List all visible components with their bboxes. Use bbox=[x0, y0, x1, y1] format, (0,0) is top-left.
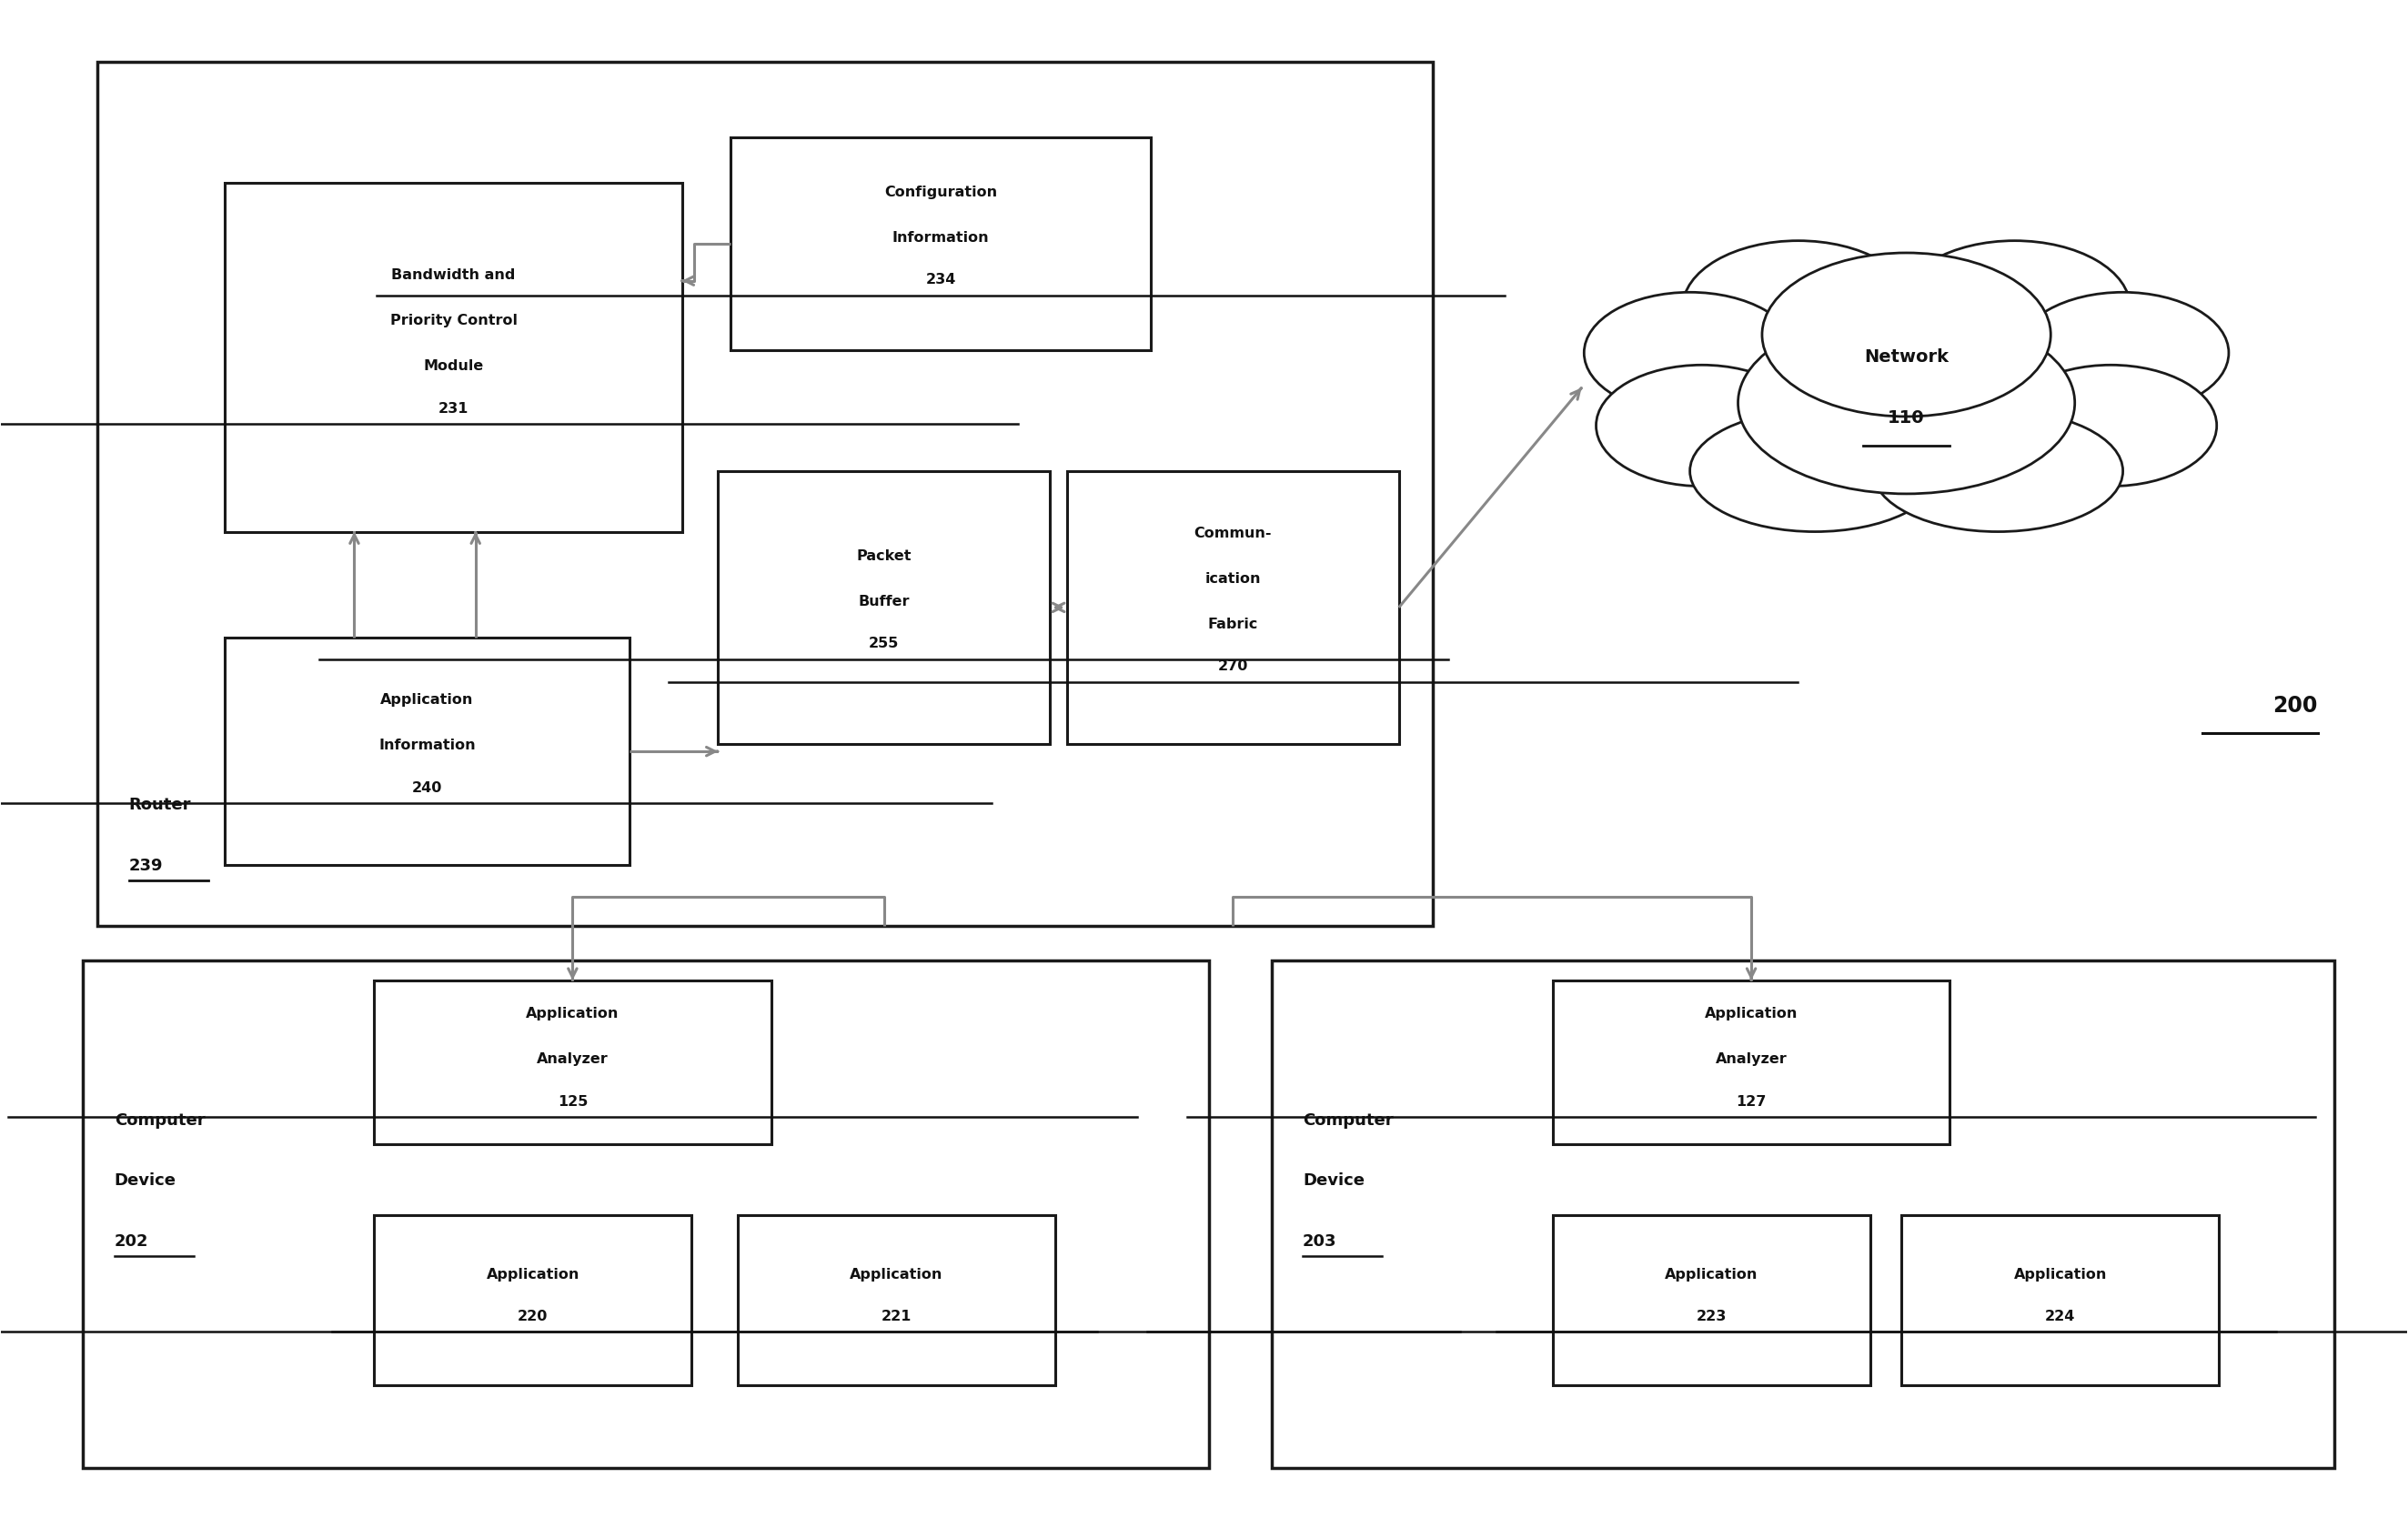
Text: Router: Router bbox=[128, 797, 190, 814]
Text: Computer: Computer bbox=[113, 1113, 205, 1128]
Text: Application: Application bbox=[486, 1268, 580, 1281]
Bar bbox=[718, 471, 1050, 744]
Text: Application: Application bbox=[1664, 1268, 1758, 1281]
Text: Module: Module bbox=[424, 360, 484, 373]
Bar bbox=[373, 1214, 691, 1384]
Ellipse shape bbox=[1763, 254, 2052, 416]
Text: Analyzer: Analyzer bbox=[1714, 1052, 1787, 1066]
Text: 125: 125 bbox=[556, 1094, 588, 1108]
Bar bbox=[1271, 961, 2336, 1468]
Bar bbox=[1067, 471, 1399, 744]
Text: 234: 234 bbox=[925, 273, 956, 287]
Text: Packet: Packet bbox=[857, 550, 913, 563]
Text: 200: 200 bbox=[2273, 695, 2319, 716]
Text: 224: 224 bbox=[2044, 1310, 2076, 1324]
Bar bbox=[1553, 981, 1950, 1145]
Text: Device: Device bbox=[1303, 1173, 1365, 1189]
Text: Application: Application bbox=[525, 1006, 619, 1020]
Text: Application: Application bbox=[380, 694, 474, 707]
Ellipse shape bbox=[2018, 293, 2230, 413]
Bar bbox=[1902, 1214, 2220, 1384]
Text: 231: 231 bbox=[438, 402, 470, 416]
Text: Computer: Computer bbox=[1303, 1113, 1394, 1128]
Bar bbox=[224, 184, 681, 531]
Text: Configuration: Configuration bbox=[884, 185, 997, 199]
Text: Analyzer: Analyzer bbox=[537, 1052, 609, 1066]
Ellipse shape bbox=[1873, 410, 2124, 531]
Text: Device: Device bbox=[113, 1173, 176, 1189]
Text: 255: 255 bbox=[869, 638, 898, 651]
Text: 203: 203 bbox=[1303, 1233, 1336, 1249]
Ellipse shape bbox=[1683, 241, 1914, 373]
Ellipse shape bbox=[1597, 364, 1808, 486]
Text: 220: 220 bbox=[518, 1310, 549, 1324]
Text: 202: 202 bbox=[113, 1233, 149, 1249]
Text: Information: Information bbox=[378, 739, 474, 753]
Text: 221: 221 bbox=[881, 1310, 910, 1324]
Text: 223: 223 bbox=[1695, 1310, 1727, 1324]
Text: Information: Information bbox=[891, 231, 990, 244]
Ellipse shape bbox=[1900, 241, 2131, 373]
Text: Commun-: Commun- bbox=[1194, 527, 1271, 540]
Text: Network: Network bbox=[1864, 349, 1948, 366]
Text: 127: 127 bbox=[1736, 1094, 1767, 1108]
Ellipse shape bbox=[1606, 260, 2208, 501]
Bar bbox=[737, 1214, 1055, 1384]
Bar bbox=[82, 961, 1209, 1468]
Text: 270: 270 bbox=[1218, 660, 1247, 674]
Text: ication: ication bbox=[1204, 572, 1262, 586]
Text: 239: 239 bbox=[128, 858, 164, 874]
Ellipse shape bbox=[1690, 410, 1941, 531]
Text: Bandwidth and: Bandwidth and bbox=[393, 269, 515, 282]
Text: Application: Application bbox=[2013, 1268, 2107, 1281]
Bar bbox=[730, 138, 1151, 349]
Ellipse shape bbox=[2006, 364, 2218, 486]
Ellipse shape bbox=[1739, 311, 2076, 493]
Ellipse shape bbox=[1584, 293, 1796, 413]
Bar bbox=[373, 981, 771, 1145]
Text: Buffer: Buffer bbox=[857, 595, 910, 609]
Text: Application: Application bbox=[1705, 1006, 1799, 1020]
Bar bbox=[1553, 1214, 1871, 1384]
Text: Priority Control: Priority Control bbox=[390, 314, 518, 328]
Bar bbox=[224, 638, 628, 865]
Text: Application: Application bbox=[850, 1268, 942, 1281]
Ellipse shape bbox=[1714, 272, 2100, 489]
Text: 240: 240 bbox=[412, 780, 443, 794]
Text: Fabric: Fabric bbox=[1209, 618, 1257, 631]
Bar bbox=[96, 62, 1433, 926]
Text: 110: 110 bbox=[1888, 410, 1924, 427]
